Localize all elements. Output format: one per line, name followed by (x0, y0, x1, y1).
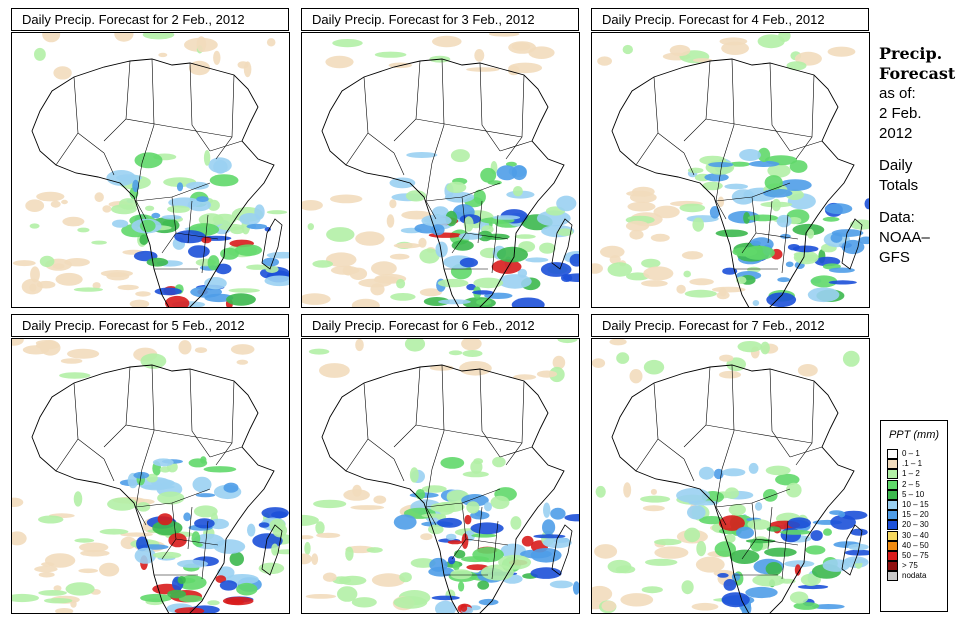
legend-swatch (887, 520, 898, 531)
legend-swatch (887, 499, 898, 510)
legend-label: 40 – 50 (902, 540, 929, 550)
legend-item: 0 – 1 (881, 449, 947, 459)
forecast-panel-6: Daily Precip. Forecast for 7 Feb., 2012 (591, 314, 875, 616)
legend-label: 1 – 2 (902, 469, 920, 479)
info-data-line1: Data: (879, 209, 915, 226)
legend-swatch (887, 561, 898, 572)
legend-label: 50 – 75 (902, 550, 929, 560)
africa-map (12, 33, 289, 307)
legend-swatch (887, 449, 898, 459)
forecast-panel-5: Daily Precip. Forecast for 6 Feb., 2012 (301, 314, 585, 616)
africa-map (302, 33, 579, 307)
forecast-panel-4: Daily Precip. Forecast for 5 Feb., 2012 (11, 314, 295, 616)
legend-item: 40 – 50 (881, 540, 947, 551)
panel-title: Daily Precip. Forecast for 3 Feb., 2012 (301, 8, 579, 31)
info-date-line1: 2 Feb. (879, 105, 922, 122)
legend-label: 20 – 30 (902, 520, 929, 530)
panel-title: Daily Precip. Forecast for 6 Feb., 2012 (301, 314, 579, 337)
legend-title: PPT (mm) (888, 429, 940, 441)
panel-title: Daily Precip. Forecast for 7 Feb., 2012 (591, 314, 869, 337)
legend-item: 20 – 30 (881, 520, 947, 531)
legend-swatch (887, 459, 898, 470)
legend-item: 10 – 15 (881, 499, 947, 510)
legend-label: .1 – 1 (902, 459, 923, 469)
info-data-line3: GFS (879, 249, 910, 266)
precip-legend: PPT (mm) 0 – 1 .1 – 1 1 – 2 2 – 5 5 – 10… (880, 420, 948, 612)
info-asof: as of: (879, 85, 916, 102)
legend-item: 1 – 2 (881, 469, 947, 480)
precip-map (11, 32, 290, 308)
precip-map (591, 32, 870, 308)
legend-item: 5 – 10 (881, 489, 947, 500)
legend-swatch (887, 510, 898, 521)
info-daily-line2: Totals (879, 177, 919, 194)
legend-item: 2 – 5 (881, 479, 947, 490)
africa-map (592, 33, 869, 307)
legend-label: 5 – 10 (902, 489, 925, 499)
forecast-panel-1: Daily Precip. Forecast for 2 Feb., 2012 (11, 8, 295, 310)
info-title-line1: Precip. (879, 44, 943, 63)
legend-swatch (887, 489, 898, 500)
forecast-panel-2: Daily Precip. Forecast for 3 Feb., 2012 (301, 8, 585, 310)
africa-map (12, 339, 289, 613)
legend-swatch (887, 530, 898, 541)
legend-label: > 75 (902, 561, 918, 571)
panel-title: Daily Precip. Forecast for 5 Feb., 2012 (11, 314, 289, 337)
legend-swatch (887, 550, 898, 561)
legend-label: 30 – 40 (902, 530, 929, 540)
legend-label: 15 – 20 (902, 510, 929, 520)
legend-item: .1 – 1 (881, 459, 947, 470)
panel-title: Daily Precip. Forecast for 4 Feb., 2012 (591, 8, 869, 31)
legend-item: nodata (881, 571, 947, 582)
precip-map (591, 338, 870, 614)
precip-map (301, 338, 580, 614)
legend-label: nodata (902, 571, 927, 581)
info-data-line2: NOAA– (879, 229, 930, 246)
legend-label: 2 – 5 (902, 479, 920, 489)
legend-label: 10 – 15 (902, 499, 929, 509)
legend-item: 30 – 40 (881, 530, 947, 541)
legend-swatch (887, 479, 898, 490)
africa-map (592, 339, 869, 613)
forecast-info: Precip. Forecast as of: 2 Feb. 2012 Dail… (879, 44, 965, 268)
legend-item: 15 – 20 (881, 510, 947, 521)
info-title-line2: Forecast (879, 64, 956, 83)
africa-map (302, 339, 579, 613)
info-daily-line1: Daily (879, 157, 913, 174)
legend-label: 0 – 1 (902, 449, 920, 458)
precip-map (301, 32, 580, 308)
precip-map (11, 338, 290, 614)
legend-swatch (887, 540, 898, 551)
legend-swatch (887, 469, 898, 480)
forecast-panel-3: Daily Precip. Forecast for 4 Feb., 2012 (591, 8, 875, 310)
legend-item: > 75 (881, 561, 947, 572)
legend-item: 50 – 75 (881, 550, 947, 561)
info-date-line2: 2012 (879, 125, 913, 142)
panel-title: Daily Precip. Forecast for 2 Feb., 2012 (11, 8, 289, 31)
legend-swatch (887, 571, 898, 582)
